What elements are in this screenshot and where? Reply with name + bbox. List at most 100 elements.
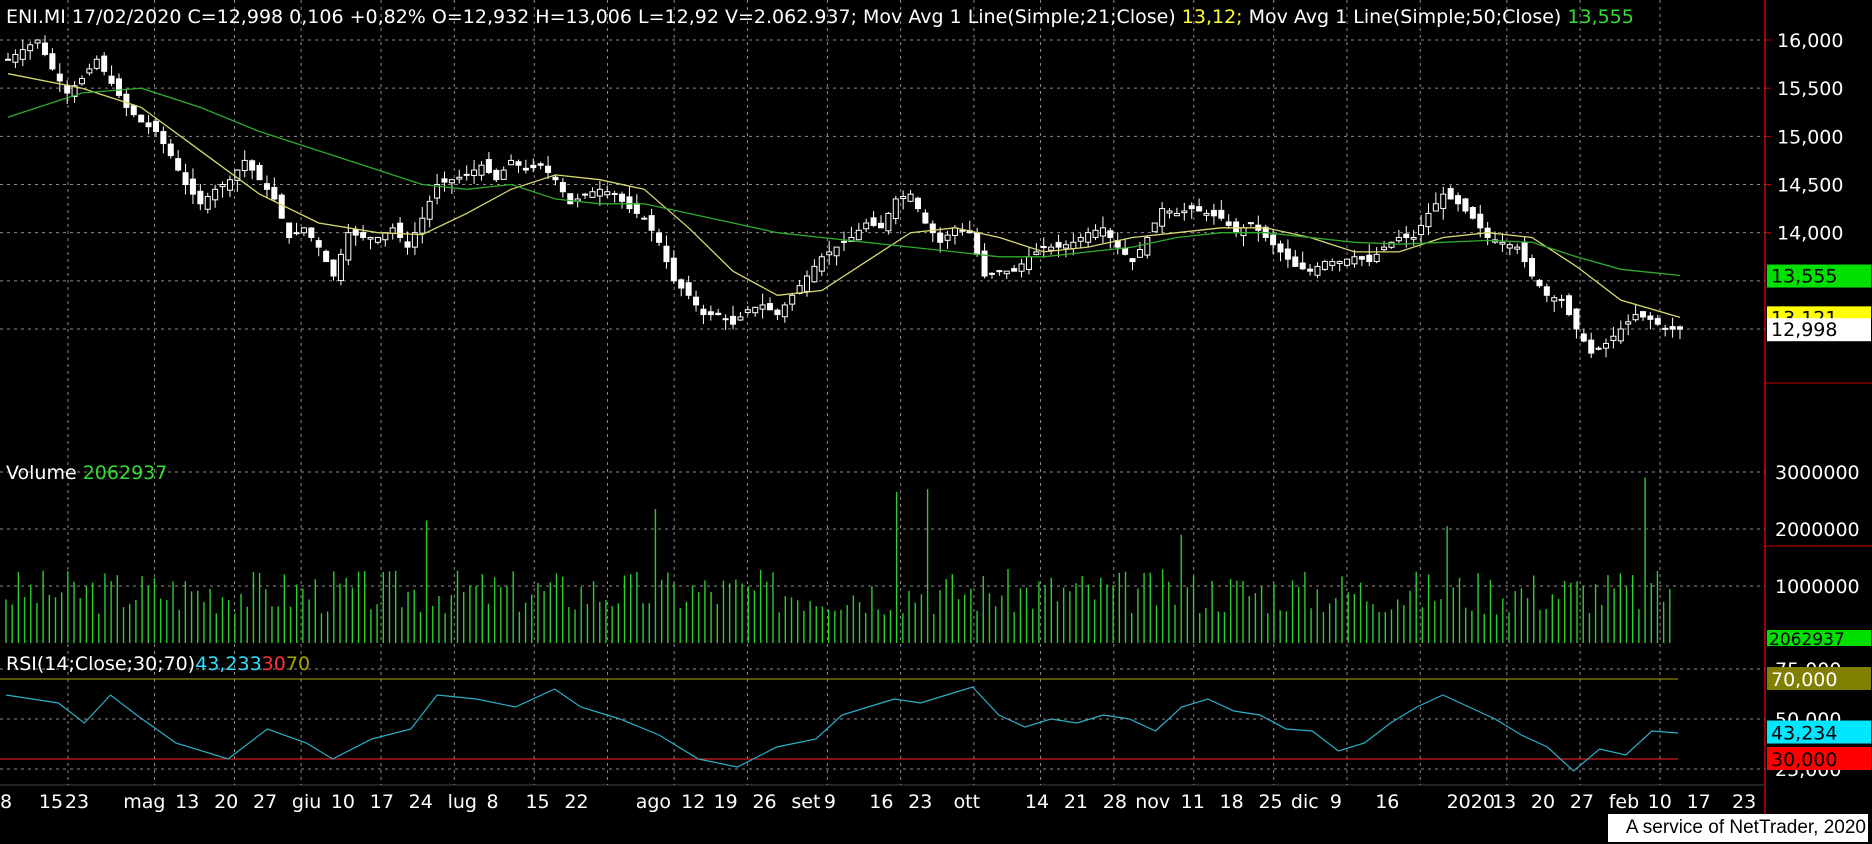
ma50-label: Mov Avg 1 Line(Simple;50;Close) xyxy=(1248,6,1562,28)
x-tick-label: 19 xyxy=(714,791,738,813)
candle-body xyxy=(426,200,433,220)
rsi-tag-label: 70,000 xyxy=(1771,669,1837,691)
candle-body xyxy=(1151,222,1158,233)
candle-body xyxy=(1351,256,1358,265)
volume-name: Volume xyxy=(6,462,77,484)
x-tick-label: 20 xyxy=(214,791,238,813)
x-tick-label: 18 xyxy=(1220,791,1244,813)
volume-label: Volume 2062937 xyxy=(6,462,167,484)
candle-body xyxy=(1092,229,1099,238)
quote-summary: ENI.MI 17/02/2020 C=12,998 0,106 +0,82% … xyxy=(6,6,857,28)
candle-body xyxy=(1033,251,1040,255)
candle-body xyxy=(1640,311,1647,318)
candle-body xyxy=(892,198,899,220)
candle-body xyxy=(367,236,374,240)
x-tick-label: 2020 xyxy=(1447,791,1495,813)
candle-body xyxy=(1055,241,1062,248)
candle-body xyxy=(500,169,507,180)
candle-body xyxy=(774,309,781,316)
candle-body xyxy=(1240,227,1247,237)
candle-body xyxy=(1662,327,1669,330)
x-tick-label: 22 xyxy=(564,791,588,813)
candle-body xyxy=(1425,212,1432,228)
candle-body xyxy=(981,250,988,277)
candle-body xyxy=(1188,205,1195,210)
candle-body xyxy=(1225,221,1232,226)
candle-body xyxy=(1506,244,1513,249)
candle-body xyxy=(1440,193,1447,209)
candle-body xyxy=(781,304,788,318)
candle-body xyxy=(234,169,241,181)
candle-body xyxy=(604,191,611,196)
candle-body xyxy=(848,236,855,242)
candle-body xyxy=(1159,208,1166,227)
candle-body xyxy=(1418,224,1425,236)
candle-body xyxy=(27,44,34,52)
candle-body xyxy=(900,196,907,200)
candle-body xyxy=(707,311,714,316)
candle-body xyxy=(789,294,796,305)
candle-body xyxy=(1196,206,1203,212)
x-tick-label: 12 xyxy=(681,791,705,813)
candle-body xyxy=(537,163,544,166)
candle-body xyxy=(397,222,404,238)
candle-body xyxy=(1625,321,1632,325)
candle-body xyxy=(811,265,818,283)
candle-body xyxy=(1543,286,1550,296)
candle-body xyxy=(744,309,751,313)
candle-body xyxy=(1136,249,1143,258)
x-tick-label: 15 xyxy=(39,791,63,813)
price-tag xyxy=(1767,264,1871,288)
candle-body xyxy=(1677,326,1683,330)
x-tick-label: 9 xyxy=(824,791,836,813)
candle-body xyxy=(241,159,248,172)
price-tag-label: 13,555 xyxy=(1771,266,1837,288)
candle-body xyxy=(1551,297,1558,302)
rsi-tag xyxy=(1767,667,1871,690)
candle-body xyxy=(212,188,219,201)
candle-body xyxy=(1566,295,1573,316)
price-tick-label: 16,000 xyxy=(1777,30,1843,52)
price-tick-label: 15,500 xyxy=(1777,78,1843,100)
ma21-line xyxy=(7,73,1681,319)
candle-body xyxy=(182,172,189,185)
candle-body xyxy=(441,178,448,183)
candle-body xyxy=(1307,268,1314,272)
candle-body xyxy=(759,304,766,310)
candle-body xyxy=(152,120,159,133)
candle-body xyxy=(841,240,847,243)
candle-body xyxy=(189,178,196,195)
candle-body xyxy=(286,222,293,238)
x-tick-label: 23 xyxy=(908,791,932,813)
candle-body xyxy=(907,193,914,202)
candle-body xyxy=(1403,233,1410,238)
candle-body xyxy=(1099,227,1106,237)
candle-body xyxy=(352,229,359,236)
candle-body xyxy=(345,232,352,261)
candle-body xyxy=(685,282,692,296)
candle-body xyxy=(1632,314,1639,321)
candle-body xyxy=(552,176,559,181)
x-tick-label: feb xyxy=(1609,791,1639,813)
x-tick-label: lug xyxy=(448,791,477,813)
candle-body xyxy=(323,250,330,263)
candle-body xyxy=(1654,318,1661,325)
candle-body xyxy=(508,159,515,166)
candle-body xyxy=(1107,230,1114,238)
candle-body xyxy=(1270,234,1277,246)
x-tick-label: 25 xyxy=(1258,791,1282,813)
x-tick-label: 14 xyxy=(1025,791,1049,813)
candle-body xyxy=(656,232,663,243)
x-tick-label: 26 xyxy=(752,791,776,813)
price-tick-label: 14,000 xyxy=(1777,223,1843,245)
candle-body xyxy=(567,193,574,205)
x-tick-label: giu xyxy=(292,791,321,813)
candle-body xyxy=(626,196,633,210)
candle-body xyxy=(1018,263,1025,272)
candle-body xyxy=(959,229,966,232)
candle-body xyxy=(404,241,411,248)
candle-body xyxy=(1203,212,1210,216)
candle-body xyxy=(337,253,344,282)
